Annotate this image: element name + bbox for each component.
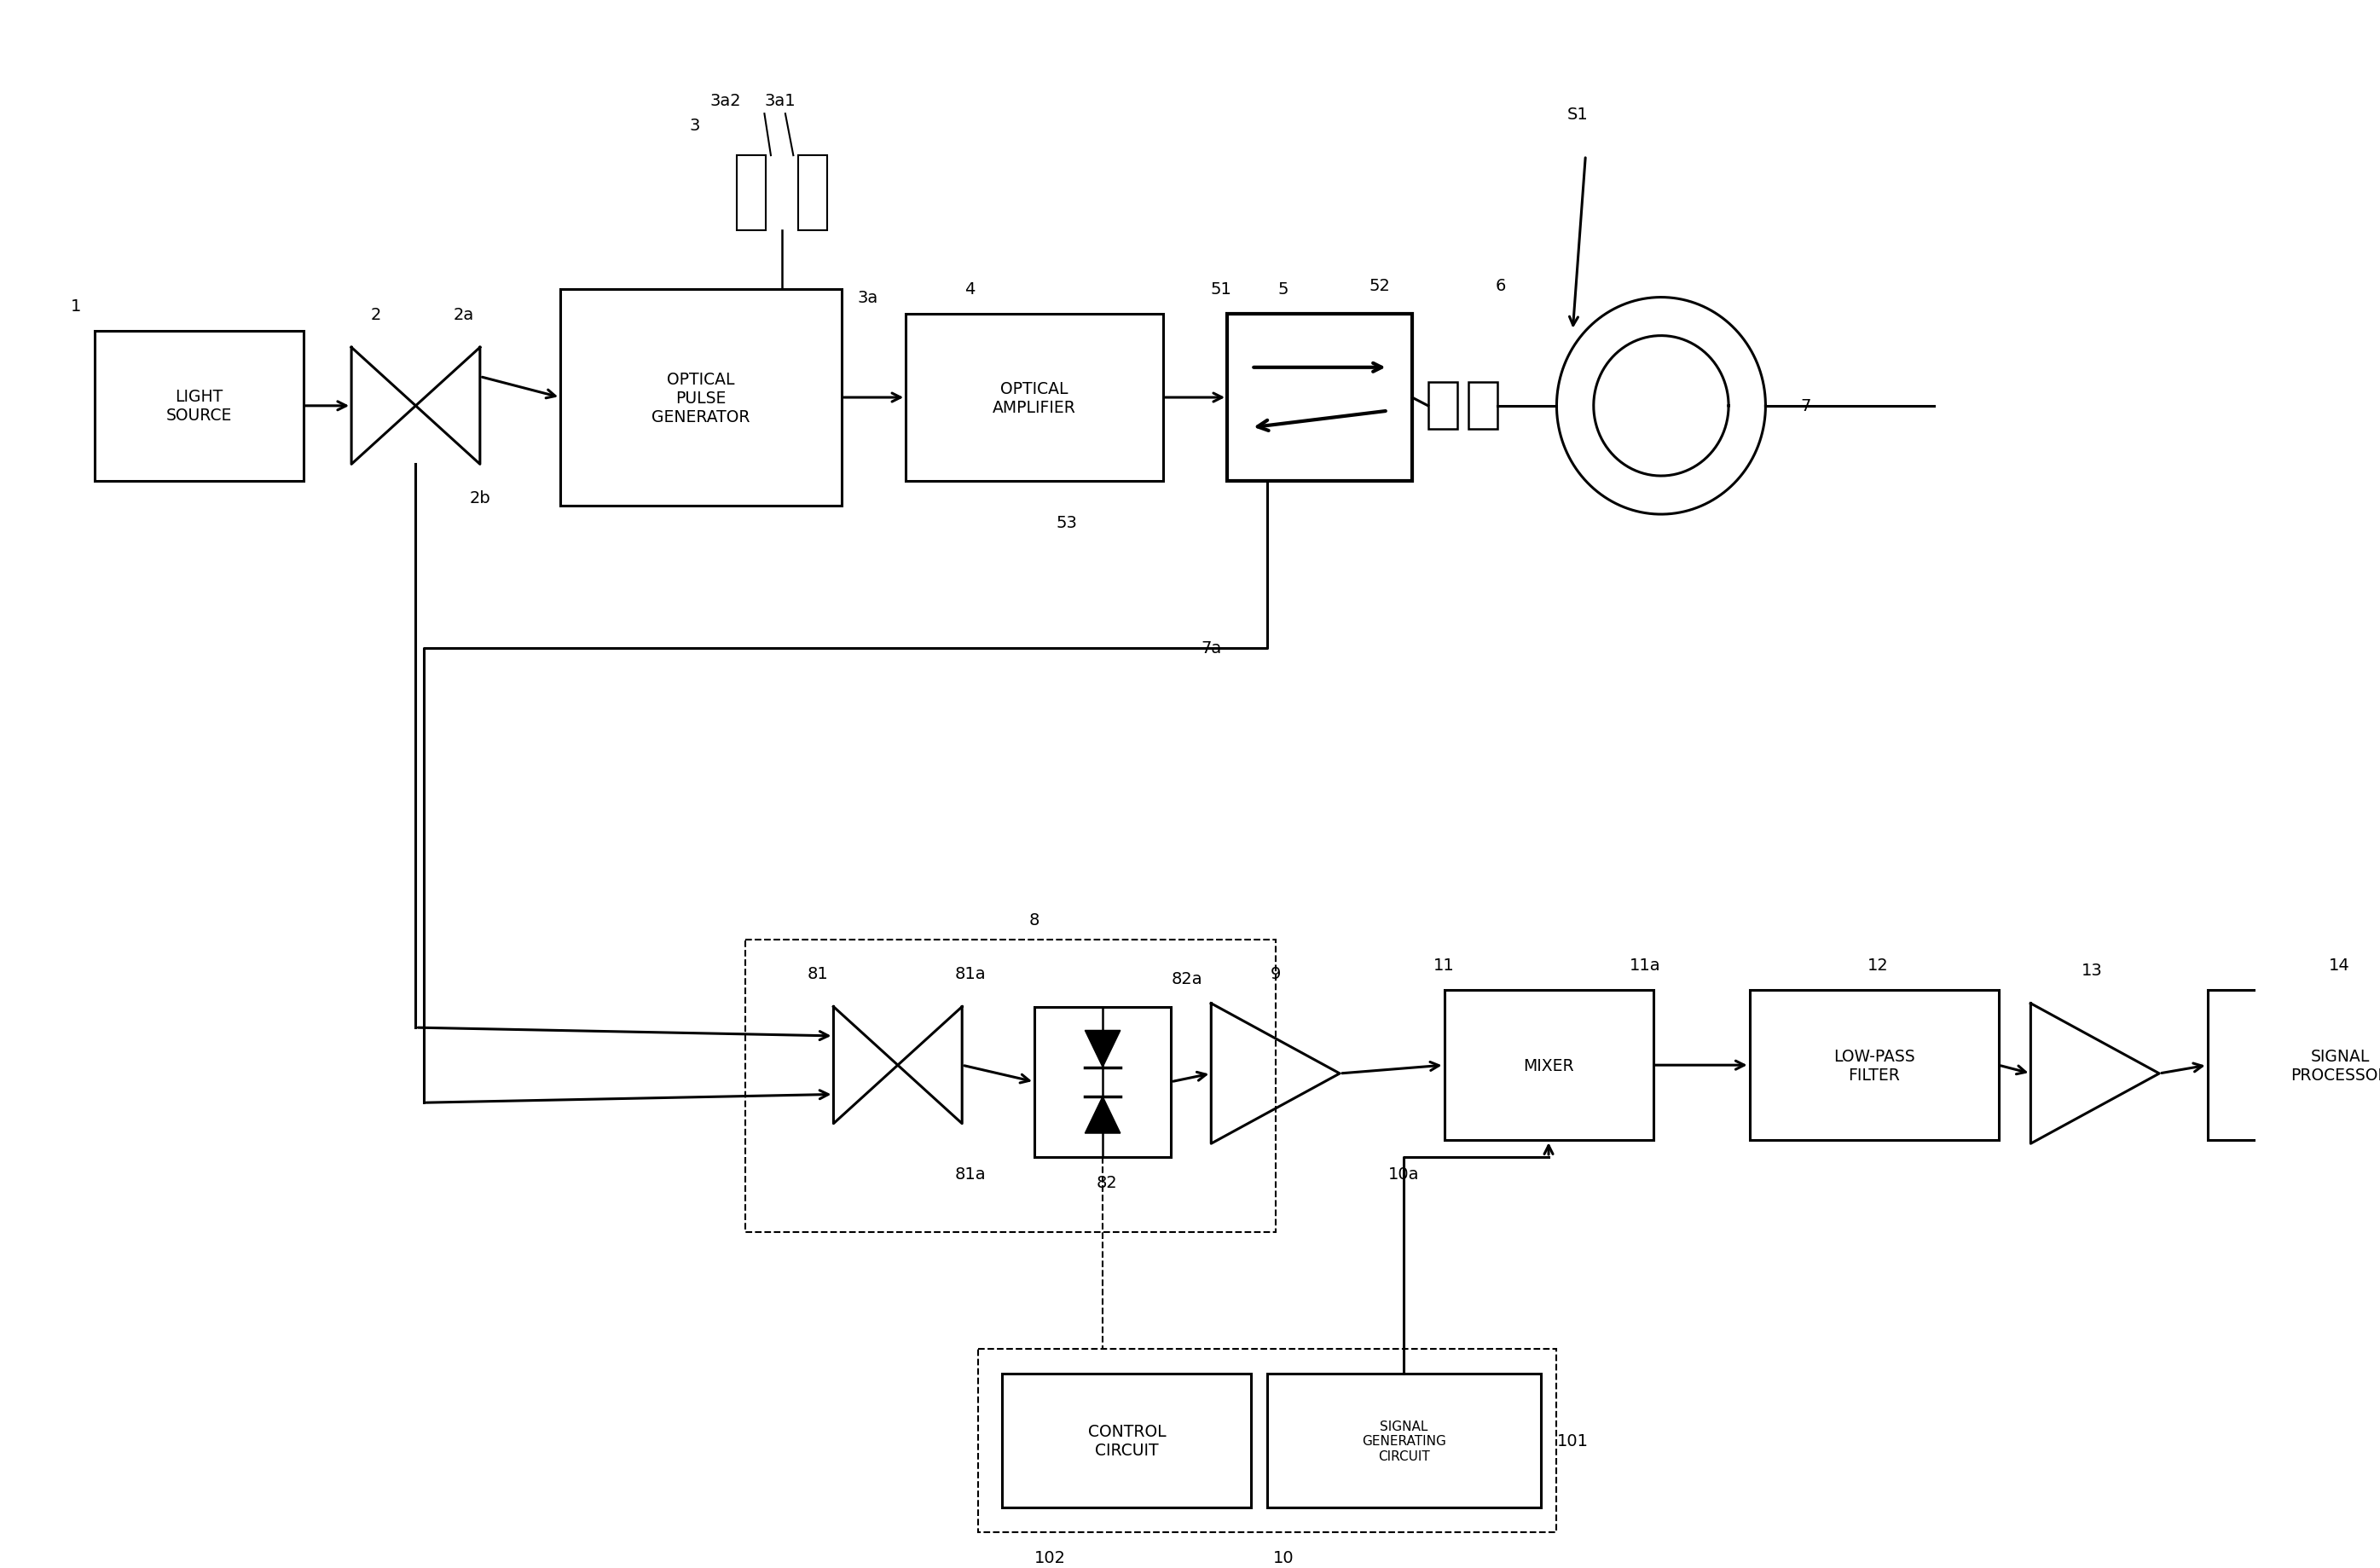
Text: SIGNAL
PROCESSOR: SIGNAL PROCESSOR [2292, 1047, 2380, 1083]
Text: 14: 14 [2328, 956, 2349, 974]
Bar [1428, 383, 1457, 430]
Text: 1: 1 [71, 298, 81, 314]
Bar [95, 331, 302, 481]
Text: 8: 8 [1028, 913, 1040, 928]
Text: OPTICAL
PULSE
GENERATOR: OPTICAL PULSE GENERATOR [652, 372, 750, 425]
Text: 12: 12 [1868, 956, 1890, 974]
Text: 53: 53 [1057, 514, 1078, 532]
Text: 3a2: 3a2 [709, 93, 743, 110]
Text: OPTICAL
AMPLIFIER: OPTICAL AMPLIFIER [992, 381, 1076, 416]
Text: 3a1: 3a1 [764, 93, 795, 110]
Text: LIGHT
SOURCE: LIGHT SOURCE [167, 389, 231, 423]
Bar [1228, 315, 1411, 481]
Text: 11: 11 [1433, 956, 1454, 974]
Text: 81a: 81a [954, 1165, 985, 1182]
Text: 4: 4 [964, 281, 976, 298]
Text: 3: 3 [690, 118, 700, 135]
Text: 81: 81 [807, 966, 828, 982]
Polygon shape [1085, 1096, 1121, 1134]
Text: 7a: 7a [1202, 640, 1221, 657]
Text: 81a: 81a [954, 966, 985, 982]
Bar [2209, 991, 2380, 1140]
Text: 2: 2 [371, 306, 381, 323]
Text: 10: 10 [1273, 1549, 1295, 1565]
Bar [907, 315, 1164, 481]
Bar [1468, 383, 1497, 430]
Text: S1: S1 [1566, 107, 1587, 122]
Text: 11a: 11a [1630, 956, 1661, 974]
Bar [559, 290, 843, 506]
Text: 82a: 82a [1171, 971, 1202, 986]
Text: LOW-PASS
FILTER: LOW-PASS FILTER [1833, 1047, 1916, 1083]
Bar [797, 157, 828, 230]
Bar [1269, 1374, 1540, 1507]
Text: 101: 101 [1557, 1433, 1587, 1449]
Text: 52: 52 [1368, 278, 1390, 295]
Text: SIGNAL
GENERATING
CIRCUIT: SIGNAL GENERATING CIRCUIT [1361, 1419, 1447, 1461]
Text: 51: 51 [1209, 281, 1230, 298]
Bar [1445, 991, 1654, 1140]
Bar [738, 157, 766, 230]
Bar [745, 941, 1276, 1232]
Text: 82: 82 [1097, 1174, 1116, 1190]
Bar [1035, 1007, 1171, 1157]
Text: 3a: 3a [857, 290, 878, 306]
Text: 2a: 2a [455, 306, 474, 323]
Text: 2b: 2b [469, 491, 490, 506]
Text: MIXER: MIXER [1523, 1057, 1573, 1074]
Text: CONTROL
CIRCUIT: CONTROL CIRCUIT [1088, 1424, 1166, 1458]
Text: 6: 6 [1495, 278, 1507, 295]
Bar [1749, 991, 1999, 1140]
Text: 7: 7 [1799, 398, 1811, 414]
Bar [1002, 1374, 1252, 1507]
Text: 13: 13 [2080, 963, 2102, 978]
Text: 5: 5 [1278, 281, 1290, 298]
Bar [978, 1348, 1557, 1532]
Text: 102: 102 [1035, 1549, 1066, 1565]
Text: 10a: 10a [1388, 1165, 1418, 1182]
Text: 9: 9 [1271, 966, 1280, 982]
Polygon shape [1085, 1030, 1121, 1068]
